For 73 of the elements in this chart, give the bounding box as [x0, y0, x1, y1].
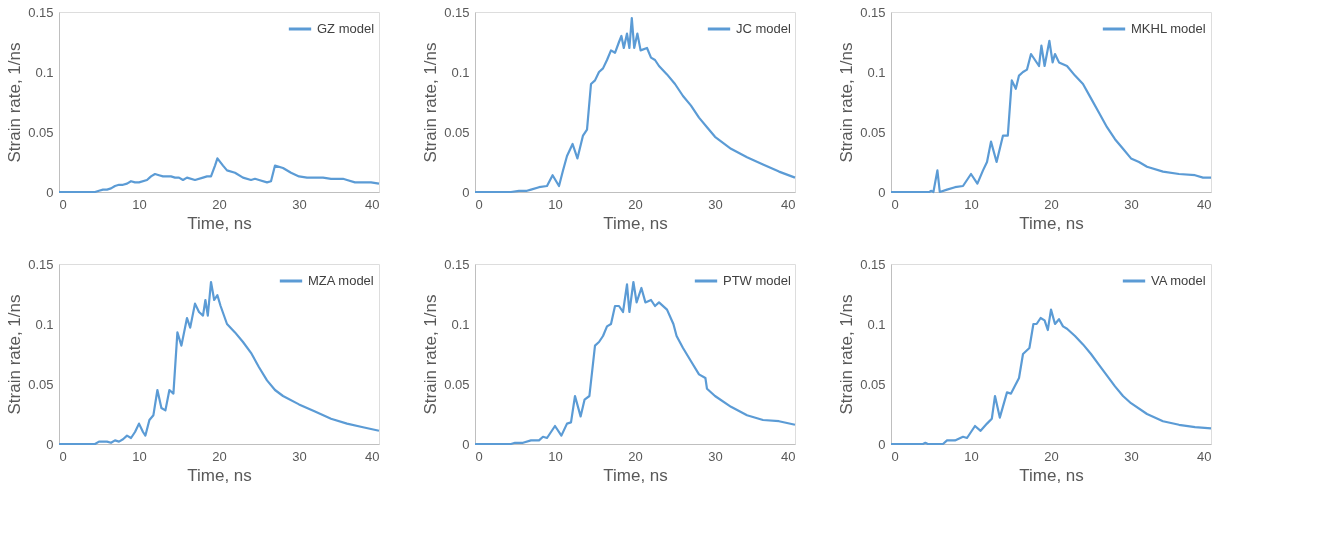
y-tick-label: 0.15: [28, 256, 54, 272]
x-axis-title: Time, ns: [603, 465, 668, 485]
x-tick-label: 0: [891, 196, 899, 212]
legend-label: MZA model: [308, 273, 374, 288]
x-tick-label: 40: [1197, 196, 1212, 212]
y-axis-title: Strain rate, 1/ns: [421, 294, 441, 415]
y-tick-label: 0.15: [860, 4, 886, 20]
y-tick-label: 0: [878, 436, 886, 452]
x-tick-label: 30: [1124, 196, 1139, 212]
y-tick-label: 0: [462, 184, 470, 200]
x-tick-label: 10: [548, 196, 563, 212]
x-axis-title: Time, ns: [1019, 213, 1084, 233]
y-tick-label: 0.15: [28, 4, 54, 20]
y-tick-label: 0.1: [451, 316, 470, 332]
y-tick-label: 0.15: [860, 256, 886, 272]
y-tick-label: 0.05: [28, 376, 54, 392]
y-tick-label: 0: [878, 184, 886, 200]
x-tick-label: 20: [628, 196, 643, 212]
legend-label: GZ model: [317, 21, 375, 36]
x-tick-label: 0: [475, 448, 483, 464]
y-tick-label: 0.05: [860, 376, 886, 392]
x-tick-label: 30: [292, 196, 307, 212]
x-tick-label: 20: [212, 448, 227, 464]
legend-label: MKHL model: [1131, 21, 1206, 36]
x-tick-label: 0: [59, 196, 67, 212]
x-tick-label: 30: [708, 448, 723, 464]
x-tick-label: 10: [548, 448, 563, 464]
y-tick-label: 0: [462, 436, 470, 452]
y-tick-label: 0.05: [444, 376, 470, 392]
y-axis-title: Strain rate, 1/ns: [837, 294, 857, 415]
y-tick-label: 0.1: [867, 64, 886, 80]
x-tick-label: 10: [964, 196, 979, 212]
y-tick-label: 0.05: [444, 124, 470, 140]
x-tick-label: 0: [475, 196, 483, 212]
legend-label: PTW model: [723, 273, 792, 288]
y-tick-label: 0.1: [867, 316, 886, 332]
x-axis-title: Time, ns: [603, 213, 668, 233]
y-tick-label: 0: [46, 436, 54, 452]
line-series: [473, 16, 797, 194]
legend-label: JC model: [736, 21, 792, 36]
x-tick-label: 40: [781, 448, 796, 464]
x-axis-title: Time, ns: [1019, 465, 1084, 485]
legend-label: VA model: [1151, 273, 1206, 288]
x-tick-label: 20: [212, 196, 227, 212]
x-tick-label: 30: [292, 448, 307, 464]
y-tick-label: 0.1: [451, 64, 470, 80]
y-tick-label: 0: [46, 184, 54, 200]
y-axis-title: Strain rate, 1/ns: [421, 42, 441, 163]
x-tick-label: 10: [132, 448, 147, 464]
x-axis-title: Time, ns: [187, 465, 252, 485]
y-axis-title: Strain rate, 1/ns: [837, 42, 857, 163]
x-tick-label: 20: [1044, 448, 1059, 464]
y-tick-label: 0.05: [860, 124, 886, 140]
x-tick-label: 0: [59, 448, 67, 464]
y-axis-title: Strain rate, 1/ns: [5, 42, 25, 163]
x-tick-label: 20: [628, 448, 643, 464]
y-axis-title: Strain rate, 1/ns: [5, 294, 25, 415]
x-axis-title: Time, ns: [187, 213, 252, 233]
x-tick-label: 30: [1124, 448, 1139, 464]
x-tick-label: 10: [964, 448, 979, 464]
x-tick-label: 40: [365, 448, 380, 464]
y-tick-label: 0.15: [444, 4, 470, 20]
x-tick-label: 10: [132, 196, 147, 212]
x-tick-label: 40: [365, 196, 380, 212]
x-tick-label: 40: [1197, 448, 1212, 464]
x-tick-label: 40: [781, 196, 796, 212]
y-tick-label: 0.1: [35, 64, 54, 80]
y-tick-label: 0.15: [444, 256, 470, 272]
x-tick-label: 30: [708, 196, 723, 212]
y-tick-label: 0.1: [35, 316, 54, 332]
y-tick-label: 0.05: [28, 124, 54, 140]
x-tick-label: 0: [891, 448, 899, 464]
x-tick-label: 20: [1044, 196, 1059, 212]
